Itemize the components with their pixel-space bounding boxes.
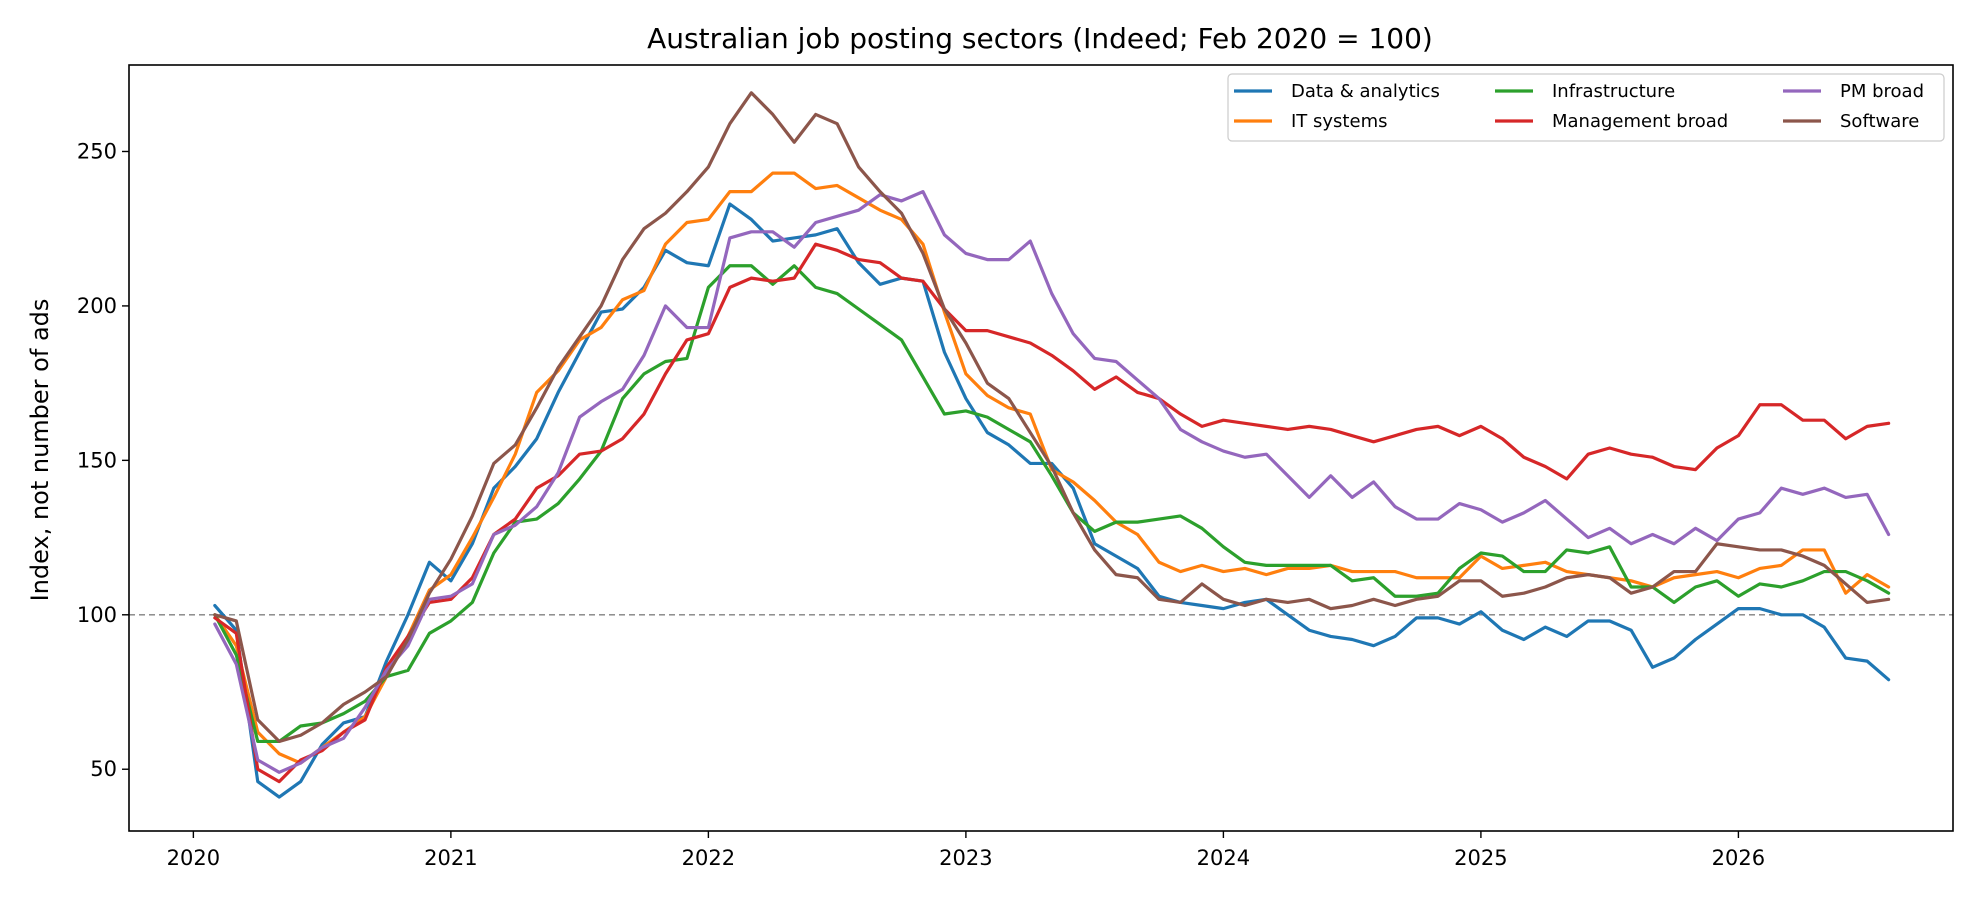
y-tick-label: 150 (77, 448, 117, 472)
series-line-data-analytics (213, 202, 1891, 799)
x-axis: 2020 2021 2022 2023 2024 2025 2026 (167, 831, 1765, 870)
x-tick-label: 2023 (939, 846, 992, 870)
y-tick-label: 200 (77, 294, 117, 318)
legend-label: Software (1840, 111, 1919, 132)
legend: Data & analytics IT systems Infrastructure… (1227, 73, 1945, 142)
y-axis-label: Index, not number of ads (26, 299, 54, 602)
x-tick-label: 2022 (682, 846, 735, 870)
x-tick-label: 2024 (1197, 846, 1250, 870)
x-tick-label: 2021 (424, 846, 477, 870)
series-line-pm-broad (213, 190, 1891, 774)
y-axis: 50 100 150 200 250 (77, 139, 129, 781)
series-lines (213, 91, 1891, 799)
x-tick-label: 2026 (1712, 846, 1765, 870)
legend-label: IT systems (1291, 111, 1387, 132)
y-tick-label: 50 (90, 757, 117, 781)
legend-label: PM broad (1840, 81, 1924, 102)
x-tick-label: 2025 (1454, 846, 1507, 870)
y-tick-label: 250 (77, 139, 117, 163)
legend-label: Infrastructure (1552, 81, 1675, 102)
legend-box (1227, 73, 1945, 142)
legend-label: Data & analytics (1291, 81, 1440, 102)
series-line-software (213, 91, 1891, 744)
series-line-infrastructure (213, 264, 1891, 744)
y-tick-label: 100 (77, 603, 117, 627)
x-tick-label: 2020 (167, 846, 220, 870)
plot-area-frame (128, 64, 1954, 832)
legend-label: Management broad (1552, 111, 1728, 132)
chart-title: Australian job posting sectors (Indeed; … (647, 22, 1433, 55)
